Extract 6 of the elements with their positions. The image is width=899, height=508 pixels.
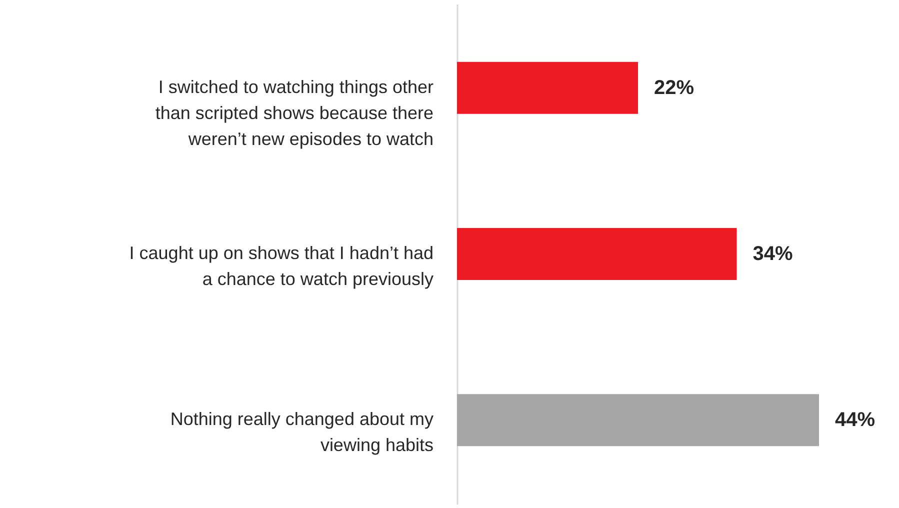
data-label: 44%: [835, 409, 876, 432]
data-label: 22%: [654, 76, 694, 99]
y-tick-label: Nothing really changed about my viewing habits: [170, 409, 434, 456]
y-tick-label: I switched to watching things other than scripted shows because there weren’t new episodes to watch: [155, 76, 434, 149]
y-tick-label: I caught up on shows that I hadn’t had a chance to watch previously: [129, 243, 434, 289]
data-label: 34%: [752, 243, 793, 265]
